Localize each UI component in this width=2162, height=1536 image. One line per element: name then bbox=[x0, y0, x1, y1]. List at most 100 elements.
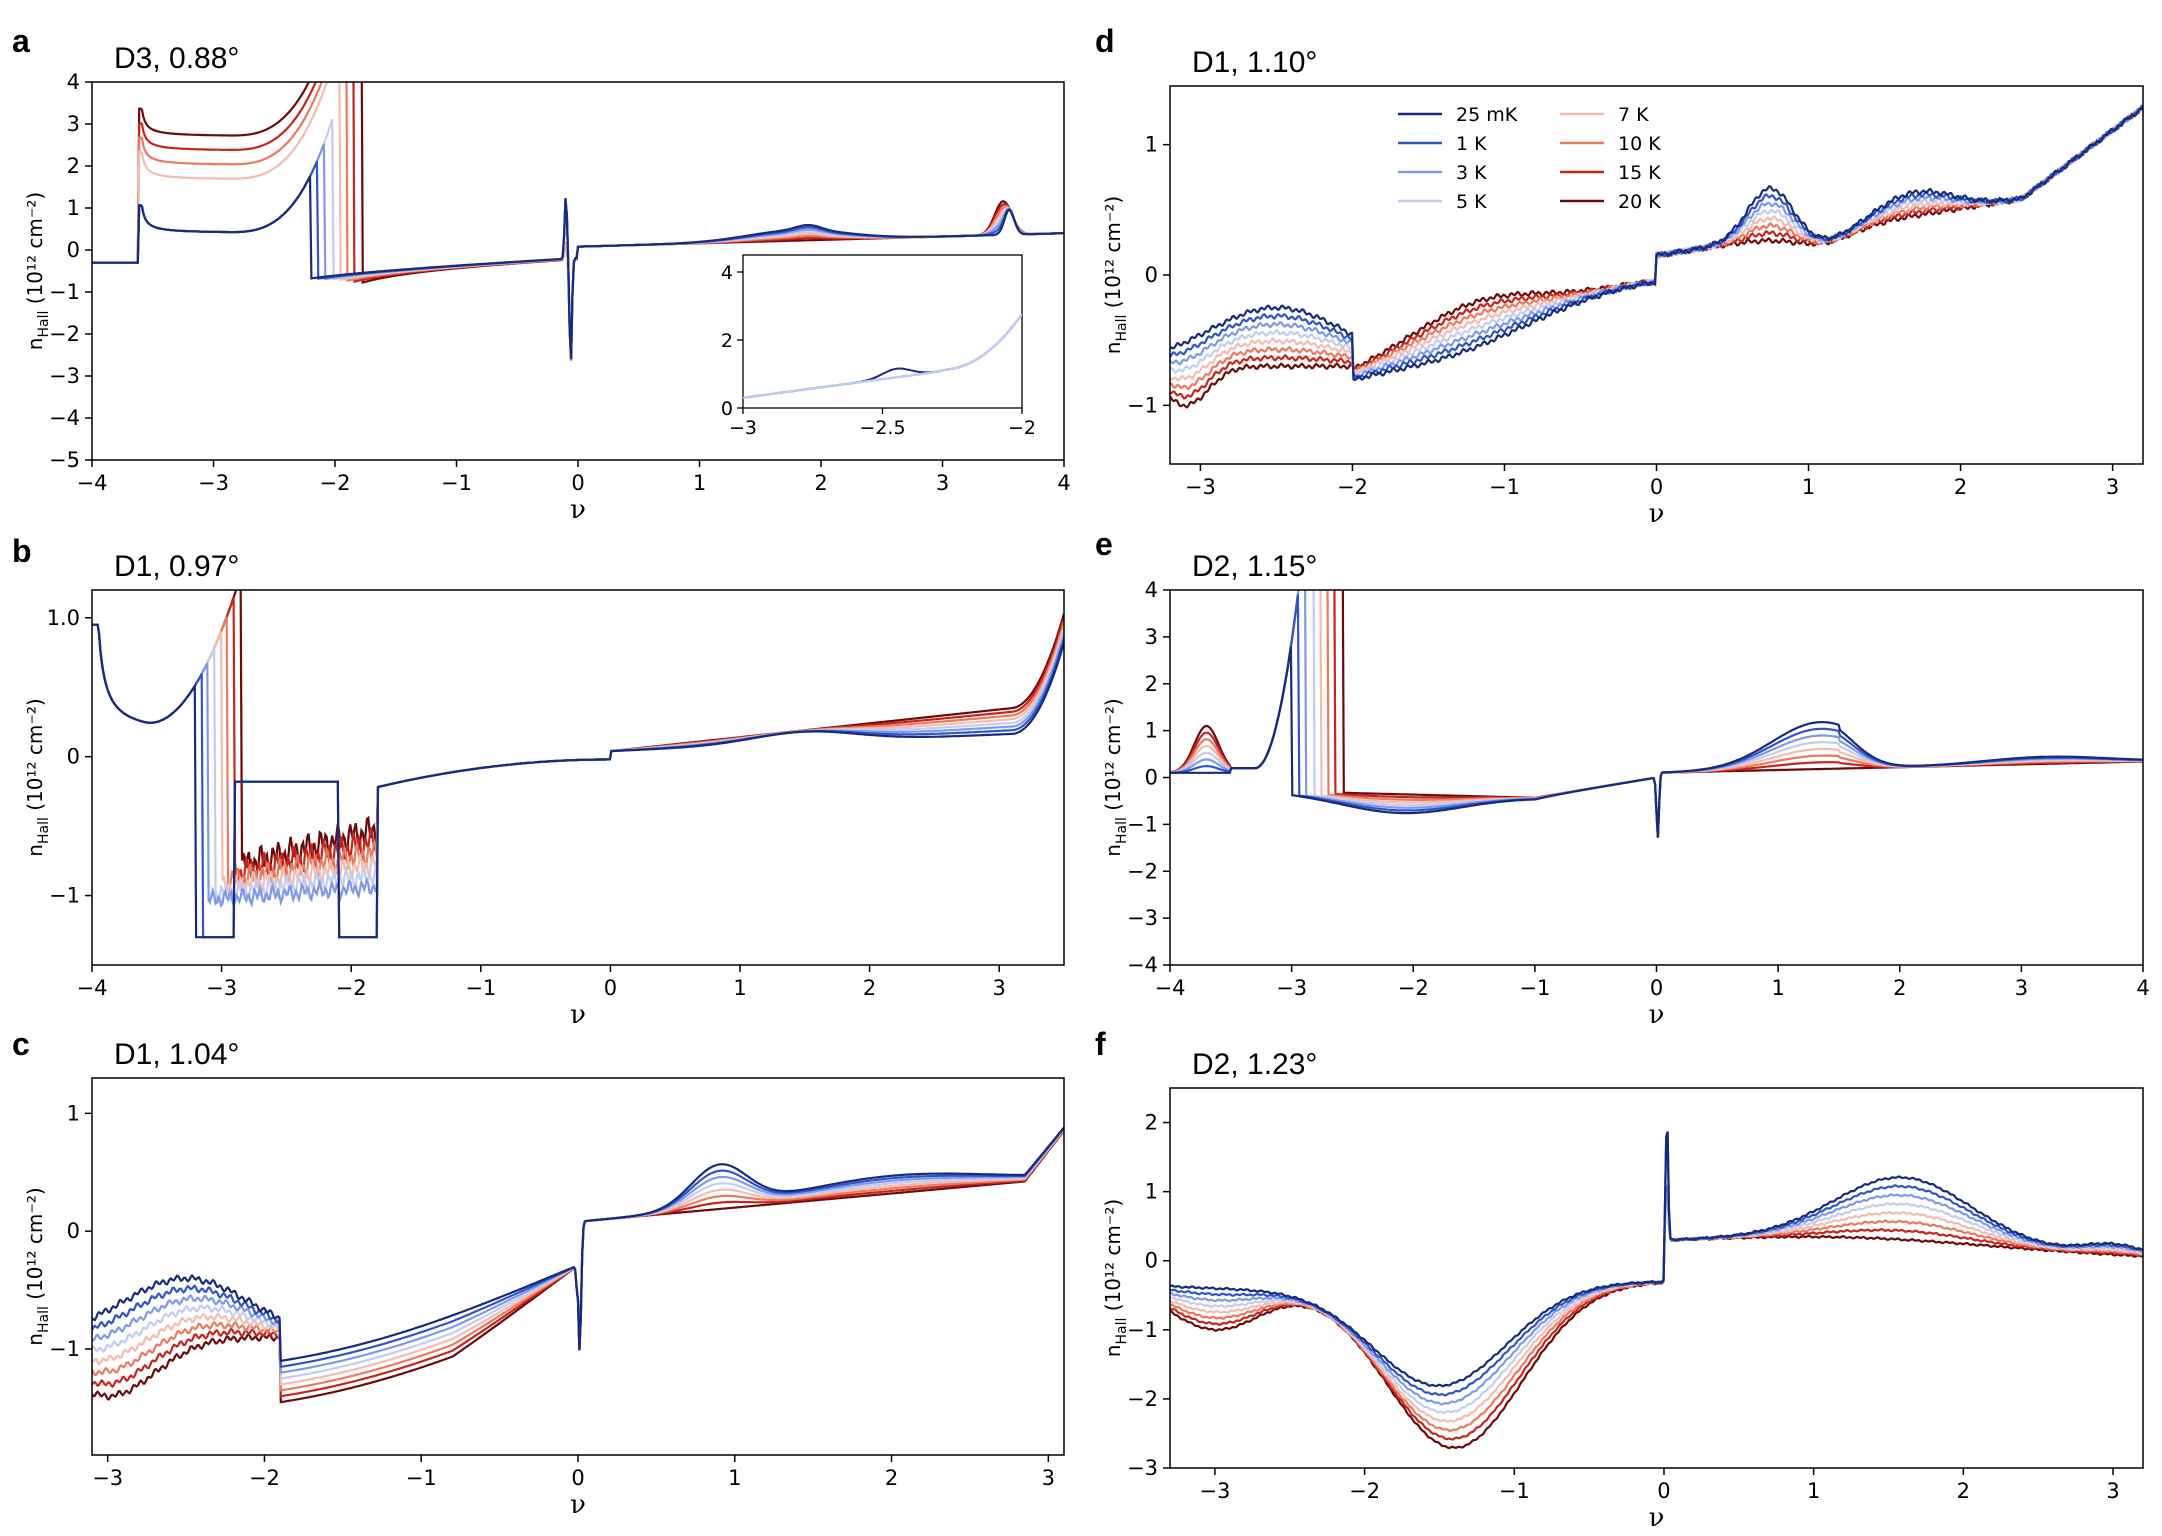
x-tick-label: 0 bbox=[571, 1466, 584, 1490]
x-tick-label: −1 bbox=[441, 471, 472, 495]
y-tick-label: 0 bbox=[1145, 263, 1158, 287]
y-tick-label: −1 bbox=[49, 1337, 80, 1361]
series-line-5K bbox=[92, 623, 1064, 904]
y-tick-label: 4 bbox=[1145, 578, 1158, 602]
x-tick-label: 2 bbox=[863, 976, 876, 1000]
y-tick-label: 1 bbox=[67, 196, 80, 220]
y-tick-label: −1 bbox=[49, 884, 80, 908]
y-tick-label: 4 bbox=[67, 70, 80, 94]
x-tick-label: 1 bbox=[1802, 475, 1815, 499]
x-tick-label: −3 bbox=[1276, 976, 1307, 1000]
x-tick-label: 3 bbox=[993, 976, 1006, 1000]
y-tick-label: 3 bbox=[1145, 625, 1158, 649]
y-tick-label: −3 bbox=[1127, 1456, 1158, 1480]
panel-title: D1, 0.97° bbox=[114, 550, 239, 583]
axes-frame bbox=[1169, 589, 2144, 966]
axes-frame bbox=[1169, 1087, 2144, 1469]
legend-label: 10 K bbox=[1618, 133, 1661, 155]
series-line-25mK bbox=[92, 1126, 1064, 1363]
y-tick-label: −2 bbox=[1127, 859, 1158, 883]
series-line-7K bbox=[1170, 590, 2143, 838]
x-axis-label: ν bbox=[1649, 1000, 1665, 1030]
series-group bbox=[1170, 104, 2143, 409]
series-group bbox=[92, 1126, 1064, 1404]
panel-title: D2, 1.15° bbox=[1192, 550, 1317, 583]
y-tick-label: −3 bbox=[1127, 906, 1158, 930]
y-tick-label: 0 bbox=[67, 745, 80, 769]
y-tick-label: −1 bbox=[1127, 812, 1158, 836]
series-line-15K bbox=[92, 597, 1064, 887]
x-tick-label: 3 bbox=[2106, 1479, 2119, 1503]
series-line-1K bbox=[1170, 1131, 2143, 1397]
y-tick-label: 0 bbox=[67, 238, 80, 262]
x-tick-label: 2 bbox=[1954, 475, 1967, 499]
series-line-20K bbox=[92, 1130, 1064, 1404]
x-tick-label: −3 bbox=[1199, 1479, 1230, 1503]
x-tick-label: 0 bbox=[571, 471, 584, 495]
panel-title: D2, 1.23° bbox=[1192, 1048, 1317, 1081]
series-line-15K bbox=[1170, 590, 2143, 838]
inset-x-tick-label: −3 bbox=[729, 417, 757, 439]
y-tick-label: 1 bbox=[1145, 1180, 1158, 1204]
panel-e: e D2, 1.15° −4 −3 −2 −1 0 1 2 3 4 −4 −3 −2 −1 0 1 2 3 4 ν nHa… bbox=[1095, 526, 2150, 1030]
panel-letter: d bbox=[1095, 23, 1115, 59]
y-axis-label: nHall (10¹² cm⁻²) bbox=[1101, 196, 1130, 354]
series-line-10K bbox=[1170, 590, 2143, 838]
y-tick-label: −1 bbox=[1127, 1318, 1158, 1342]
x-tick-label: −1 bbox=[1499, 1479, 1530, 1503]
legend-label: 5 K bbox=[1456, 191, 1487, 213]
panel-b: b D1, 0.97° −4 −3 −2 −1 0 1 2 3 −1 0 1.0 ν nHall (10¹²… bbox=[12, 533, 1065, 1030]
inset-x-tick-label: −2.5 bbox=[859, 417, 905, 439]
x-tick-label: −3 bbox=[206, 976, 237, 1000]
panel-a: a D3, 0.88°−4 −3 −2 −1 0 1 2 3 4−5−4−3−2−101234νn… bbox=[12, 23, 1071, 525]
inset-series-line bbox=[743, 313, 1022, 399]
panel-c: c D1, 1.04° −3 −2 −1 0 1 2 3 −1 0 1 ν nHall (10¹² cm⁻… bbox=[12, 1026, 1065, 1520]
y-tick-label: 2 bbox=[1145, 1111, 1158, 1135]
series-line-10K bbox=[92, 616, 1064, 896]
x-tick-label: 1 bbox=[1807, 1479, 1820, 1503]
y-tick-label: 0 bbox=[1145, 1249, 1158, 1273]
legend-label: 7 K bbox=[1618, 104, 1649, 126]
series-line-25mK bbox=[92, 623, 1064, 939]
x-axis-label: ν bbox=[570, 1000, 586, 1030]
panel-f: f D2, 1.23° −3 −2 −1 0 1 2 3 −3 −2 −1 0 1 2 ν nHall (10¹… bbox=[1095, 1026, 2144, 1533]
x-tick-label: −3 bbox=[1185, 475, 1216, 499]
x-tick-label: 0 bbox=[1657, 1479, 1670, 1503]
x-axis-label: ν bbox=[1649, 499, 1665, 529]
series-line-10K bbox=[92, 1129, 1064, 1392]
series-line-3K bbox=[1170, 1183, 2143, 1406]
panel-title: D1, 1.04° bbox=[114, 1038, 239, 1071]
x-tick-label: 2 bbox=[814, 471, 827, 495]
x-tick-label: 0 bbox=[1650, 475, 1663, 499]
series-line-25mK bbox=[1170, 107, 2143, 382]
legend-label: 15 K bbox=[1618, 162, 1661, 184]
inset-frame bbox=[742, 254, 1023, 409]
x-tick-label: −1 bbox=[1519, 976, 1550, 1000]
x-tick-label: 2 bbox=[1957, 1479, 1970, 1503]
y-tick-label: 1 bbox=[1145, 133, 1158, 157]
series-line-25mK bbox=[1170, 646, 2143, 838]
y-tick-label: −3 bbox=[49, 364, 80, 388]
x-tick-label: −3 bbox=[198, 471, 229, 495]
x-tick-label: −2 bbox=[336, 976, 367, 1000]
y-tick-label: 3 bbox=[67, 112, 80, 136]
series-group bbox=[92, 82, 1064, 361]
series-line-5K bbox=[1170, 590, 2143, 838]
x-tick-label: 1 bbox=[733, 976, 746, 1000]
inset-x-tick-label: −2 bbox=[1008, 417, 1036, 439]
series-line-15K bbox=[92, 1129, 1064, 1398]
series-line-5K bbox=[1170, 1185, 2143, 1414]
y-axis-label: nHall (10¹² cm⁻²) bbox=[23, 698, 52, 856]
y-tick-label: 1 bbox=[1145, 719, 1158, 743]
y-tick-label: 1 bbox=[67, 1101, 80, 1125]
panel-letter: e bbox=[1095, 526, 1113, 562]
x-tick-label: −4 bbox=[77, 471, 108, 495]
x-axis-label: ν bbox=[570, 495, 586, 525]
x-axis-label: ν bbox=[1649, 1503, 1665, 1533]
y-tick-label: −4 bbox=[1127, 953, 1158, 977]
panel-letter: c bbox=[12, 1026, 30, 1062]
x-tick-label: 2 bbox=[885, 1466, 898, 1490]
legend-label: 25 mK bbox=[1456, 104, 1518, 126]
series-line-25mK bbox=[92, 175, 1064, 360]
